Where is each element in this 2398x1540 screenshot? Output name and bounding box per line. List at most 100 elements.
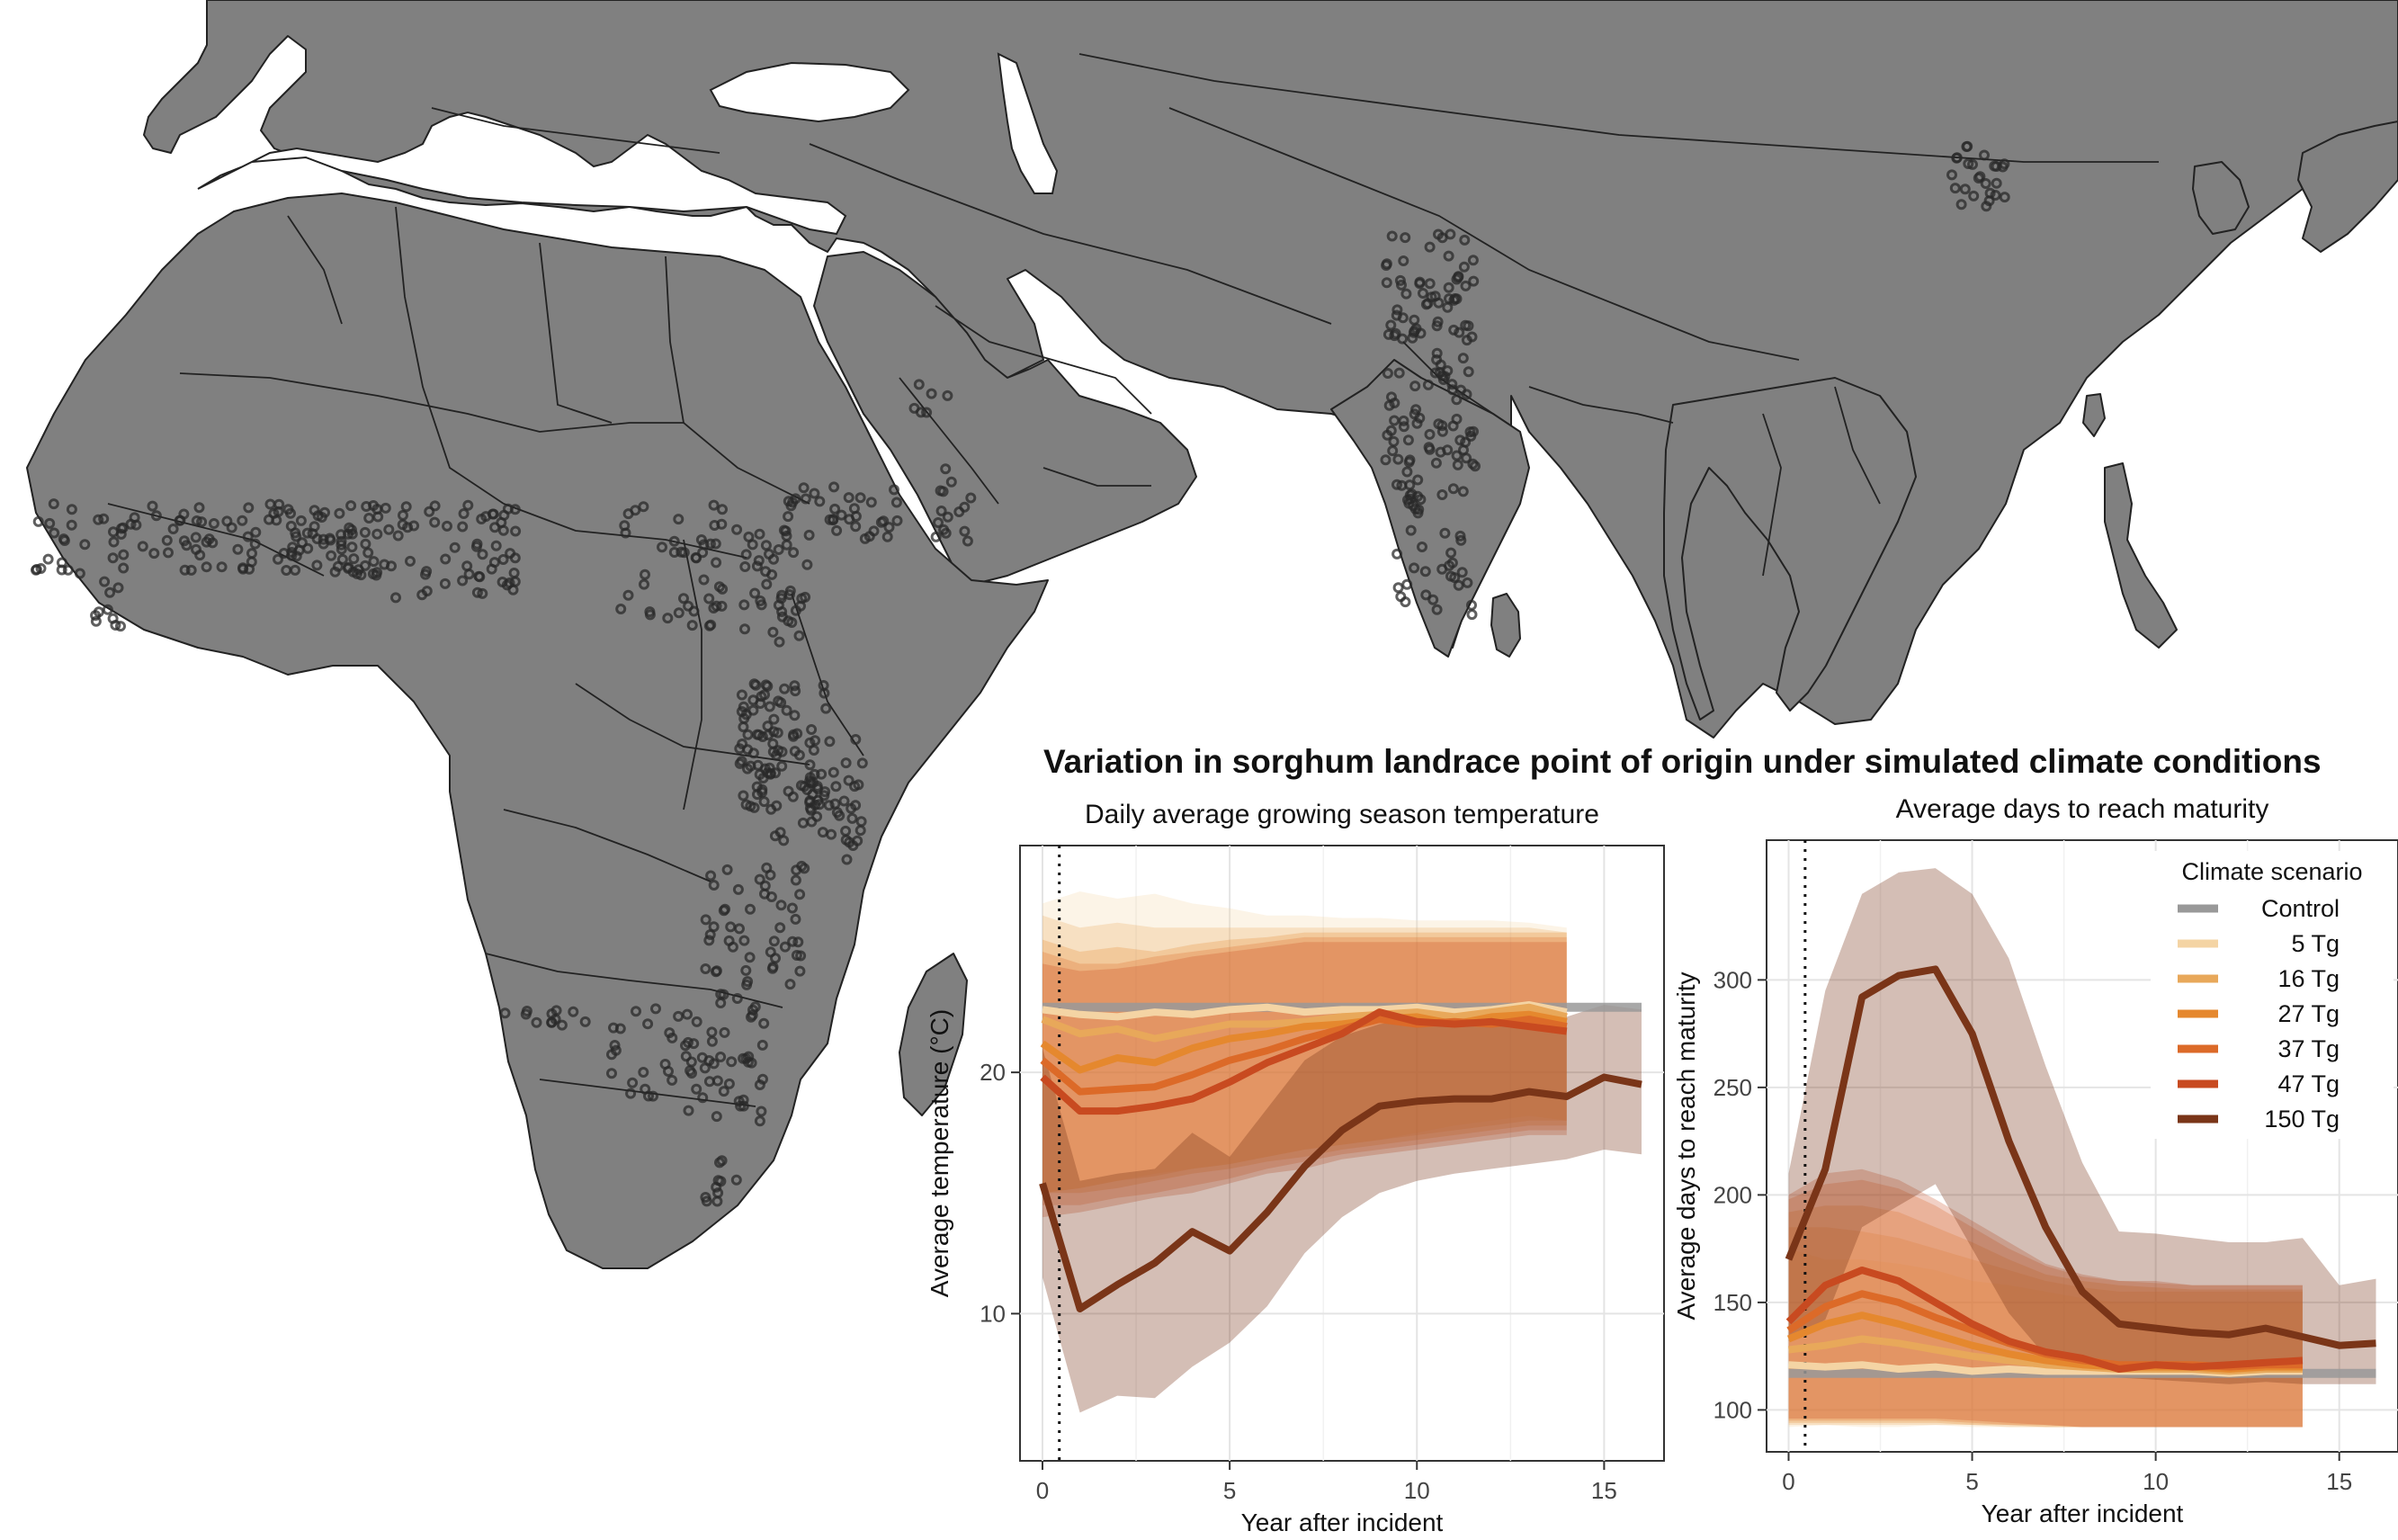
landrace-point bbox=[889, 484, 899, 496]
landrace-point bbox=[772, 727, 783, 739]
landrace-point bbox=[843, 492, 855, 504]
landrace-point bbox=[697, 1092, 709, 1104]
landrace-point bbox=[831, 807, 843, 819]
landrace-point bbox=[150, 510, 162, 522]
landrace-point bbox=[1990, 190, 2001, 201]
landrace-point bbox=[368, 556, 380, 568]
landrace-point bbox=[457, 575, 469, 586]
landrace-point bbox=[698, 539, 710, 551]
landrace-point bbox=[756, 1106, 767, 1117]
landrace-point bbox=[112, 582, 124, 594]
landrace-point bbox=[614, 1023, 626, 1034]
landrace-point bbox=[609, 1040, 621, 1051]
landrace-point bbox=[1968, 190, 1980, 201]
landrace-point bbox=[1411, 417, 1423, 429]
landrace-point bbox=[440, 553, 452, 565]
landrace-point bbox=[1974, 171, 1986, 183]
landrace-point bbox=[731, 524, 743, 535]
y-tick-label: 150 bbox=[1713, 1289, 1752, 1316]
landrace-point bbox=[1445, 547, 1457, 559]
landrace-point bbox=[343, 561, 354, 573]
landrace-point bbox=[66, 504, 77, 515]
landrace-point bbox=[848, 503, 860, 515]
landrace-point bbox=[744, 952, 756, 963]
landrace-point bbox=[1402, 434, 1414, 446]
landrace-point bbox=[686, 620, 698, 631]
landrace-point bbox=[79, 539, 91, 551]
landrace-point bbox=[1442, 444, 1454, 456]
landrace-point bbox=[1991, 177, 2002, 189]
landrace-point bbox=[757, 773, 769, 783]
landrace-point bbox=[774, 636, 785, 648]
landrace-point bbox=[682, 1008, 693, 1020]
landrace-point bbox=[264, 498, 276, 510]
landrace-point bbox=[309, 505, 320, 516]
landrace-point bbox=[708, 1058, 720, 1070]
landrace-point bbox=[708, 921, 720, 933]
landrace-point bbox=[1412, 474, 1424, 486]
landrace-point bbox=[757, 1073, 768, 1085]
landrace-point bbox=[148, 548, 160, 560]
landrace-point bbox=[336, 529, 347, 541]
landrace-point bbox=[1457, 353, 1469, 364]
landrace-point bbox=[489, 522, 501, 533]
mediterranean-sea bbox=[197, 111, 847, 236]
landrace-point bbox=[751, 560, 763, 572]
landrace-point bbox=[676, 546, 687, 558]
landrace-point bbox=[1398, 255, 1409, 266]
landrace-point bbox=[1380, 454, 1391, 466]
landrace-point bbox=[639, 578, 649, 590]
landrace-point bbox=[775, 593, 787, 604]
landrace-point bbox=[711, 557, 722, 569]
landrace-point bbox=[1448, 324, 1460, 336]
landrace-point bbox=[816, 768, 828, 780]
landrace-point bbox=[520, 1008, 532, 1020]
landrace-point bbox=[104, 586, 116, 598]
landrace-point bbox=[1386, 230, 1398, 242]
landrace-point bbox=[826, 828, 837, 840]
landrace-point bbox=[828, 766, 839, 778]
landrace-point bbox=[1382, 429, 1393, 441]
landrace-point bbox=[703, 935, 715, 946]
landrace-point bbox=[787, 936, 799, 947]
landrace-point bbox=[740, 964, 752, 976]
landrace-point bbox=[1414, 276, 1426, 288]
landrace-point bbox=[718, 989, 729, 1000]
landrace-point bbox=[725, 921, 737, 933]
landrace-point bbox=[749, 587, 761, 599]
landrace-point bbox=[667, 1032, 678, 1043]
landrace-point bbox=[743, 1051, 755, 1062]
landrace-point bbox=[1406, 488, 1418, 500]
landrace-point bbox=[1447, 483, 1459, 495]
landrace-point bbox=[1400, 288, 1412, 300]
landrace-point bbox=[505, 548, 516, 560]
landrace-point bbox=[711, 1111, 722, 1123]
landrace-point bbox=[667, 1074, 678, 1086]
landrace-point bbox=[788, 730, 799, 742]
landrace-point bbox=[706, 1035, 718, 1047]
land-taiwan bbox=[2082, 393, 2106, 437]
landrace-point bbox=[242, 531, 254, 542]
landrace-point bbox=[711, 1075, 723, 1087]
landrace-point bbox=[1459, 234, 1471, 246]
landrace-point bbox=[828, 481, 840, 493]
landrace-point bbox=[850, 734, 862, 745]
landrace-point bbox=[781, 704, 792, 716]
landrace-point bbox=[98, 513, 110, 524]
landrace-point bbox=[840, 825, 852, 837]
landrace-point bbox=[196, 516, 208, 528]
landrace-points bbox=[31, 140, 2010, 1207]
landrace-point bbox=[738, 790, 749, 801]
landrace-point bbox=[295, 515, 307, 526]
landrace-point bbox=[486, 563, 497, 575]
y-tick-label: 20 bbox=[980, 1059, 1006, 1086]
landrace-point bbox=[824, 736, 836, 748]
landrace-point bbox=[734, 757, 746, 769]
chart-title: Average days to reach maturity bbox=[1896, 794, 2269, 824]
landrace-point bbox=[690, 551, 702, 563]
landrace-point bbox=[776, 746, 788, 757]
landrace-point bbox=[442, 520, 452, 532]
landrace-point bbox=[318, 533, 329, 545]
landrace-point bbox=[499, 1007, 511, 1019]
